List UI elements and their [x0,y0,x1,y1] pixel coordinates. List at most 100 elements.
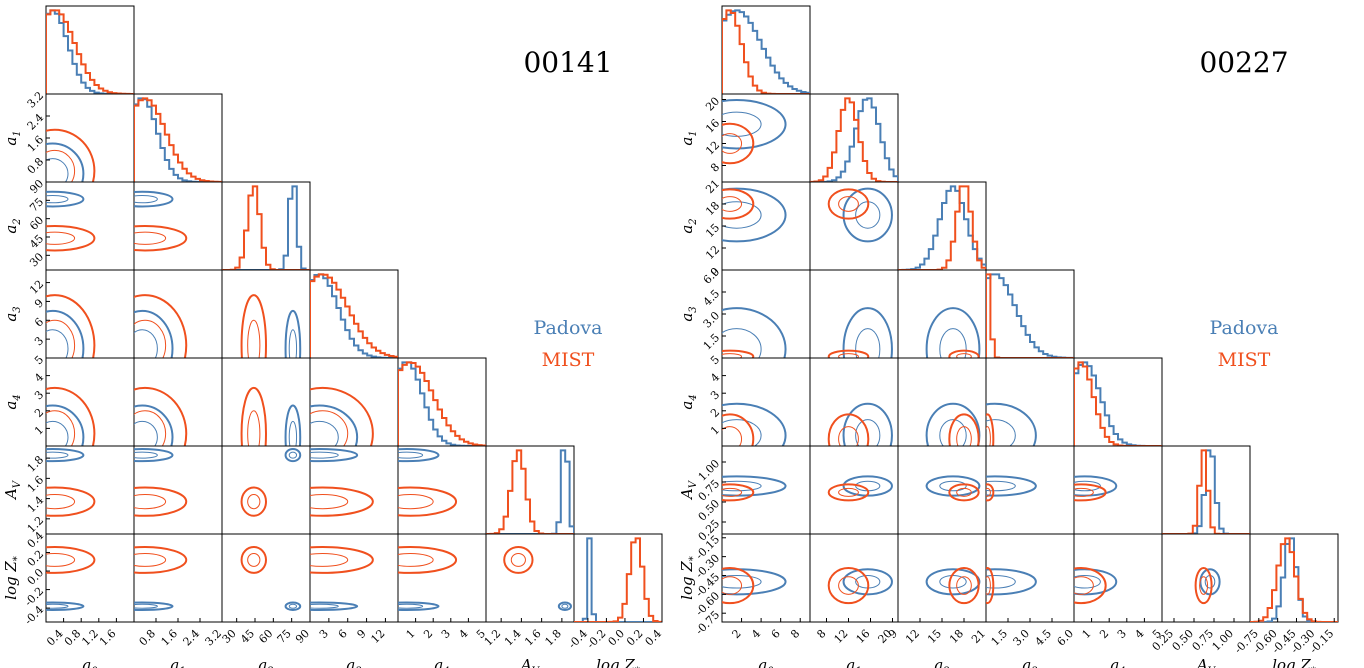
contour-mist-level-2 [46,225,96,252]
contour-padova-level-2 [925,568,981,596]
contour-padova-level-2 [134,404,174,446]
contour-mist-level-1 [722,133,743,154]
contour-mist-level-2 [1194,566,1213,605]
contour-mist-level-1 [956,576,972,595]
hist-panel-2 [897,181,987,271]
contour-panel-3-1 [133,269,223,359]
contour-panel-5-4 [1073,445,1163,535]
panel-frame [133,357,223,447]
y-axis-label-5: AV [2,479,23,501]
contour-mist-level-2 [948,483,980,502]
x-tick-label: 16 [854,627,873,646]
contour-padova-level-2 [842,568,893,596]
y-axis-label-5: AV [678,479,699,501]
x-tick-label: 3 [439,627,453,641]
x-tick-label: 2.4 [181,627,203,649]
x-tick-label: 8 [814,627,828,641]
corner-plot-00141: 00141PadovaMIST0.81.62.43.23045607590369… [2,5,664,668]
contour-panel-6-5: 0.250.500.751.00 [1150,533,1251,653]
hist-padova [1250,537,1338,622]
y-tick-label: 0.75 [696,477,723,504]
x-axis-label-3: a3 [1022,656,1037,668]
hist-panel-0 [721,5,811,95]
y-tick-label: 6 [32,315,46,329]
contour-mist-level-1 [838,353,859,358]
y-axis-label-3: a3 [2,306,23,321]
hist-padova [574,537,662,622]
hist-panel-5 [1161,445,1251,535]
contour-padova-level-2 [557,601,572,611]
contour-mist-level-2 [134,486,188,517]
x-tick-label: 1.2 [482,627,504,649]
x-axis-label-6: log Z* [1272,656,1316,668]
y-tick-label: 2.4 [25,111,47,133]
contour-panel-6-0: 2 4 6 8-0.75-0.60-0.45-0.30-0.15 [693,533,811,641]
contour-padova-level-1 [46,603,69,609]
x-tick-label: 1.6 [159,627,181,649]
contour-mist-level-2 [310,486,374,517]
contour-mist-level-2 [310,545,374,574]
contour-mist-level-1 [134,319,167,358]
contour-panel-5-1 [809,445,899,535]
panel-frame [397,445,487,535]
y-tick-label: 21 [703,177,722,196]
y-tick-label: 0.4 [25,529,47,551]
contour-mist-level-1 [722,196,743,212]
contour-mist-level-2 [827,349,870,358]
contour-padova-level-1 [939,419,967,446]
contour-panel-3-0: 1.53.04.56.0 [701,265,811,359]
contour-mist-level-2 [46,294,96,358]
contour-padova-level-1 [310,451,339,459]
x-tick-label: 75 [275,627,294,646]
contour-panel-5-0: 1.21.41.61.8 [25,445,135,535]
contour-padova-level-2 [46,190,85,208]
contour-padova-level-1 [722,419,762,446]
contour-mist-level-1 [986,487,991,497]
x-tick-label: 3 [1115,627,1129,641]
hist-panel-6: -0.4-0.20.00.20.4 [566,533,664,651]
x-tick-label: 1.8 [542,627,564,649]
contour-padova-level-2 [722,187,787,243]
panel-frame [721,445,811,535]
panel-frame [1249,533,1339,623]
contour-panel-6-2: 9 12 15 18 21 [886,533,988,646]
contour-panel-6-3: 3 6 9 12 [309,533,399,646]
contour-mist-level-1 [1199,576,1209,595]
contour-mist-level-1 [247,494,261,510]
contour-mist-level-1 [722,353,743,358]
contour-mist-level-2 [722,413,755,446]
x-tick-label: 18 [947,627,966,646]
y-tick-label: 1.6 [25,133,47,155]
contour-panel-3-2 [221,269,311,359]
contour-padova-level-2 [986,402,1037,446]
contour-padova-level-2 [722,307,787,358]
y-axis-label-3: a3 [678,306,699,321]
hist-panel-4 [397,357,487,447]
contour-panel-5-2 [221,445,311,535]
panel-frame [45,445,135,535]
x-tick-label: 6 [336,627,350,641]
panel-frame [985,269,1075,359]
contour-padova-level-1 [288,451,298,459]
panel-frame [985,357,1075,447]
contour-panel-2-1 [809,181,899,271]
y-tick-label: 4 [708,371,722,385]
contour-padova-level-1 [46,158,69,182]
contour-mist-level-1 [956,353,972,358]
x-tick-label: 2 [421,627,435,641]
contour-mist-level-2 [722,122,755,165]
x-tick-label: 45 [238,627,257,646]
contour-panel-6-1: 0.8 1.6 2.4 3.2 [133,533,224,649]
contour-mist-level-1 [838,426,859,446]
hist-panel-1 [133,93,223,183]
y-tick-label: 1.00 [696,457,723,484]
x-tick-label: 1.6 [97,627,119,649]
contour-mist-level-2 [46,128,96,182]
contour-padova-level-1 [134,420,158,446]
x-tick-label: 0.0 [606,627,628,649]
hist-panel-2 [221,181,311,271]
contour-padova-level-1 [561,603,569,609]
